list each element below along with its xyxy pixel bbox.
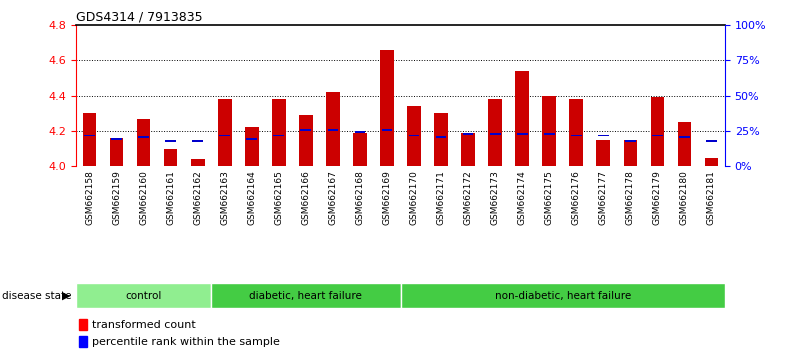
Text: percentile rank within the sample: percentile rank within the sample	[92, 337, 280, 347]
Bar	[515, 71, 529, 166]
Bar	[706, 140, 717, 142]
Bar	[623, 140, 637, 166]
Bar	[489, 99, 502, 166]
Bar	[299, 115, 312, 166]
Text: GSM662172: GSM662172	[464, 170, 473, 225]
Bar	[300, 129, 312, 131]
Bar	[137, 119, 151, 166]
Bar	[272, 99, 286, 166]
Bar	[353, 133, 367, 166]
Bar	[463, 133, 473, 135]
Bar	[165, 140, 176, 142]
Bar	[219, 135, 230, 136]
Bar	[679, 136, 690, 138]
Text: GSM662174: GSM662174	[517, 170, 526, 225]
Text: GSM662159: GSM662159	[112, 170, 121, 225]
Text: GSM662167: GSM662167	[328, 170, 337, 225]
Text: GSM662161: GSM662161	[167, 170, 175, 225]
Bar	[84, 135, 95, 136]
Bar	[407, 106, 421, 166]
Text: GSM662160: GSM662160	[139, 170, 148, 225]
Text: disease state: disease state	[2, 291, 72, 301]
Text: GSM662181: GSM662181	[707, 170, 716, 225]
Bar	[211, 283, 400, 308]
Bar	[218, 99, 231, 166]
Bar	[328, 129, 338, 131]
Bar	[570, 99, 583, 166]
Bar	[542, 96, 556, 166]
Bar	[400, 283, 725, 308]
Bar	[326, 92, 340, 166]
Bar	[381, 129, 392, 131]
Text: GSM662166: GSM662166	[301, 170, 310, 225]
Bar	[436, 136, 446, 138]
Text: ▶: ▶	[62, 291, 70, 301]
Bar	[652, 135, 662, 136]
Bar	[571, 135, 582, 136]
Bar	[245, 127, 259, 166]
Text: GSM662175: GSM662175	[545, 170, 553, 225]
Bar	[191, 159, 204, 166]
Text: GSM662170: GSM662170	[409, 170, 418, 225]
Bar	[76, 283, 211, 308]
Bar	[139, 136, 149, 138]
Bar	[678, 122, 691, 166]
Text: GSM662165: GSM662165	[275, 170, 284, 225]
Bar	[111, 138, 122, 140]
Text: GSM662158: GSM662158	[85, 170, 94, 225]
Text: diabetic, heart failure: diabetic, heart failure	[249, 291, 362, 301]
Bar	[79, 336, 87, 347]
Text: GSM662177: GSM662177	[599, 170, 608, 225]
Bar	[164, 149, 178, 166]
Text: GSM662163: GSM662163	[220, 170, 229, 225]
Text: GSM662169: GSM662169	[383, 170, 392, 225]
Bar	[409, 135, 420, 136]
Text: GSM662173: GSM662173	[491, 170, 500, 225]
Bar	[461, 133, 475, 166]
Bar	[517, 133, 528, 135]
Bar	[110, 138, 123, 166]
Text: GSM662164: GSM662164	[248, 170, 256, 225]
Text: GSM662180: GSM662180	[680, 170, 689, 225]
Bar	[705, 158, 718, 166]
Text: transformed count: transformed count	[92, 320, 196, 330]
Text: GSM662176: GSM662176	[572, 170, 581, 225]
Text: GSM662168: GSM662168	[356, 170, 364, 225]
Bar	[489, 133, 501, 135]
Bar	[83, 113, 96, 166]
Bar	[273, 135, 284, 136]
Text: GSM662162: GSM662162	[193, 170, 202, 225]
Bar	[247, 138, 257, 140]
Bar	[79, 319, 87, 330]
Text: GDS4314 / 7913835: GDS4314 / 7913835	[76, 11, 203, 24]
Text: non-diabetic, heart failure: non-diabetic, heart failure	[494, 291, 631, 301]
Bar	[434, 113, 448, 166]
Bar	[597, 140, 610, 166]
Text: GSM662179: GSM662179	[653, 170, 662, 225]
Bar	[650, 97, 664, 166]
Bar	[544, 133, 554, 135]
Text: GSM662178: GSM662178	[626, 170, 634, 225]
Bar	[380, 50, 394, 166]
Bar	[355, 131, 365, 133]
Text: control: control	[126, 291, 162, 301]
Text: GSM662171: GSM662171	[437, 170, 445, 225]
Bar	[598, 135, 609, 136]
Bar	[192, 140, 203, 142]
Bar	[625, 140, 636, 142]
